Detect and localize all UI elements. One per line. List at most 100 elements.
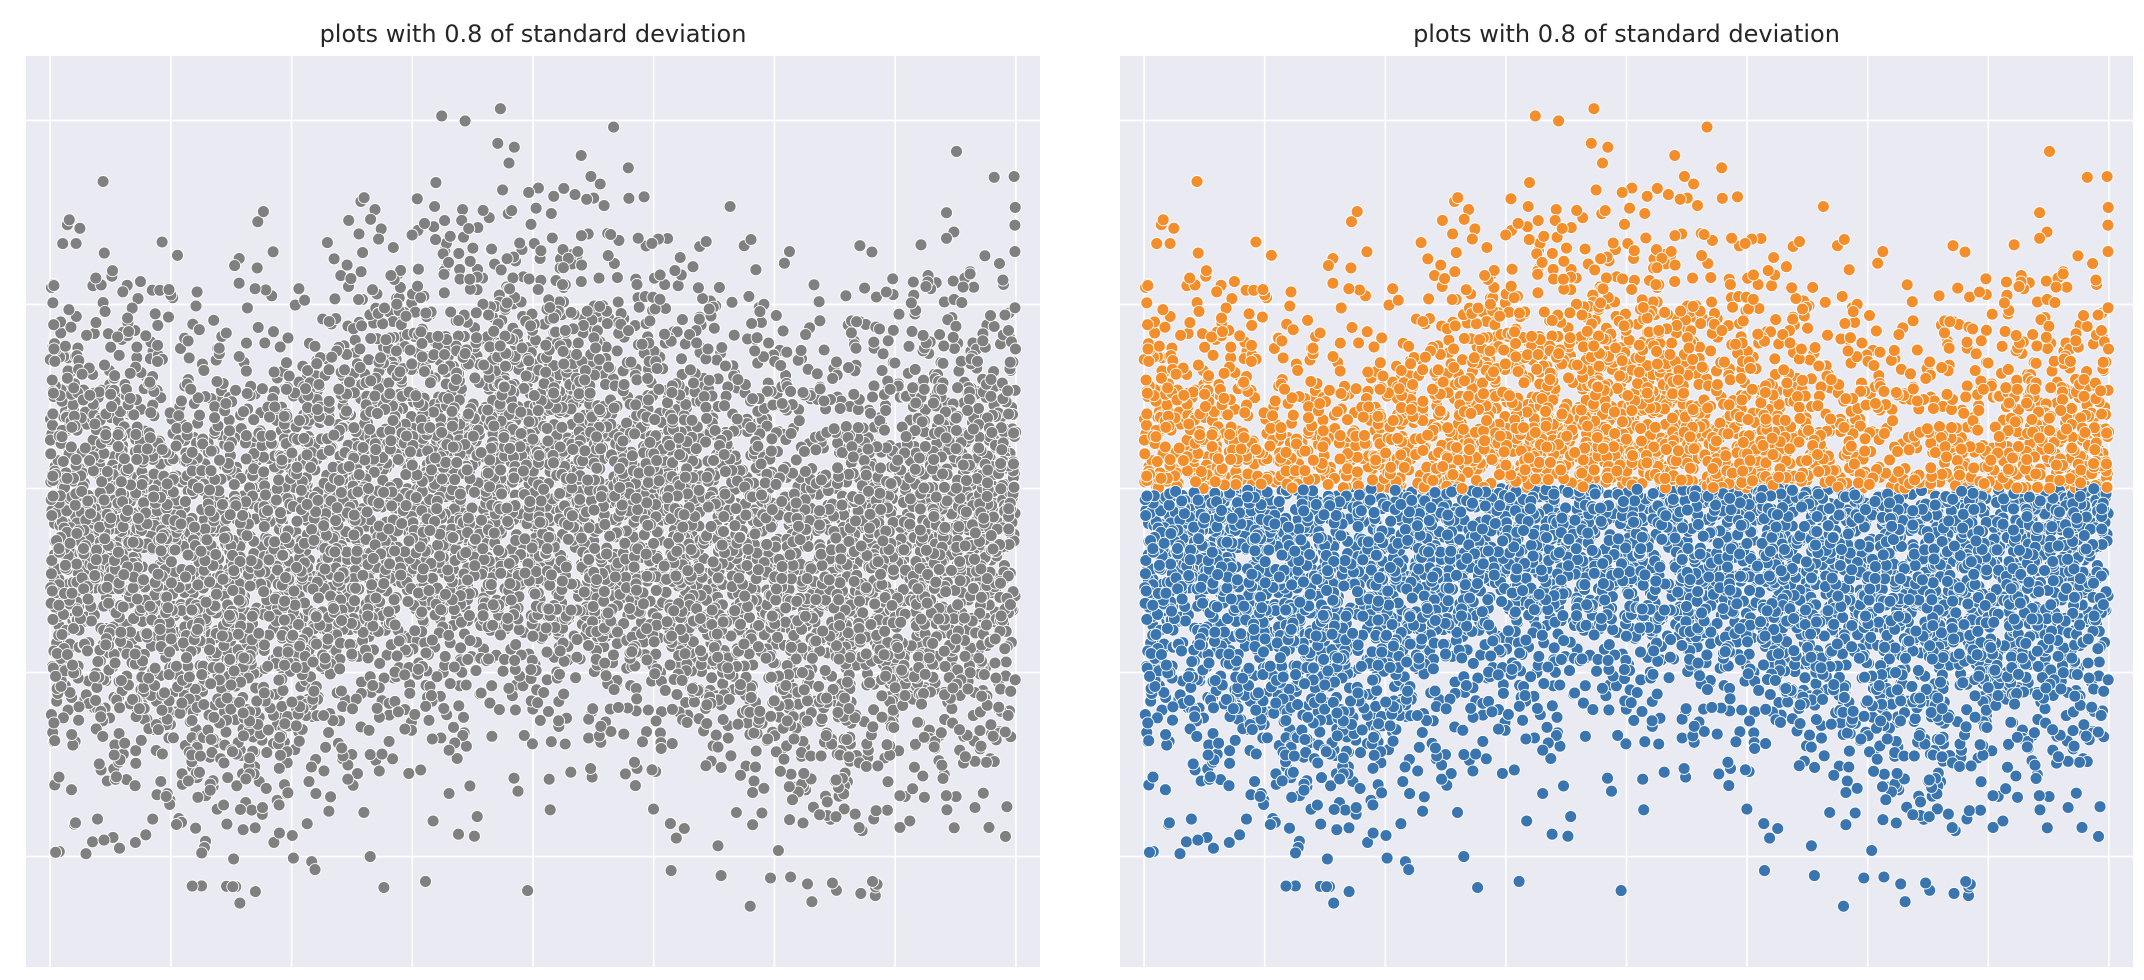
scatter-point <box>195 846 209 860</box>
scatter-point <box>232 350 246 363</box>
scatter-point <box>227 478 241 491</box>
scatter-point <box>601 249 615 263</box>
scatter-point <box>881 775 895 789</box>
scatter-point <box>151 338 165 352</box>
scatter-point <box>502 156 516 170</box>
scatter-point <box>911 715 925 729</box>
scatter-point <box>73 221 87 235</box>
scatter-point <box>251 215 265 229</box>
scatter-point <box>272 798 286 812</box>
scatter-point <box>227 852 241 866</box>
scatter-point <box>452 699 466 713</box>
scatter-point <box>984 309 997 323</box>
scatter-point <box>800 714 814 728</box>
scatter-point <box>817 394 831 408</box>
scatter-point <box>229 383 243 397</box>
scatter-point <box>128 836 142 849</box>
scatter-point <box>97 246 111 260</box>
scatter-point <box>366 679 380 692</box>
scatter-point <box>219 326 233 340</box>
scatter-point <box>744 233 758 246</box>
scatter-point <box>819 729 833 743</box>
scatter-point <box>452 827 465 841</box>
scatter-point <box>918 440 932 453</box>
scatter-point <box>907 760 921 774</box>
scatter-point <box>669 831 683 845</box>
scatter-point <box>212 341 226 355</box>
scatter-point <box>723 200 737 213</box>
scatter-point <box>673 251 687 264</box>
scatter-point <box>568 188 582 202</box>
scatter-point <box>880 803 894 817</box>
scatter-point <box>696 292 710 305</box>
scatter-point <box>645 763 659 777</box>
scatter-point <box>340 258 354 272</box>
scatter-point <box>607 120 621 134</box>
scatter-point <box>317 764 331 778</box>
scatter-point <box>664 864 678 878</box>
scatter-point <box>962 393 976 407</box>
scatter-point <box>906 275 920 289</box>
scatter-point <box>1000 800 1014 814</box>
scatter-point <box>382 734 396 748</box>
scatter-point <box>886 323 900 337</box>
scatter-point <box>357 805 371 819</box>
scatter-point <box>714 760 728 774</box>
scatter-point <box>401 595 415 608</box>
scatter-point <box>865 245 879 259</box>
scatter-point <box>46 407 60 421</box>
scatter-point <box>916 769 930 783</box>
scatter-point <box>45 373 59 387</box>
scatter-point <box>904 296 918 310</box>
scatter-point <box>437 286 451 300</box>
scatter-point <box>361 651 375 665</box>
scatter-point <box>908 362 922 376</box>
scatter-point <box>273 506 287 520</box>
scatter-point <box>917 790 931 804</box>
scatter-point <box>743 899 757 913</box>
scatter-point <box>792 414 806 428</box>
scatter-point <box>496 183 510 197</box>
scatter-point <box>582 639 595 652</box>
scatter-point <box>569 671 583 685</box>
scatter-point <box>386 241 400 254</box>
scatter-point <box>267 325 280 339</box>
scatter-point <box>742 289 756 303</box>
scatter-point <box>815 712 829 726</box>
right-chart-title: plots with 0.8 of standard deviation <box>1413 20 1840 48</box>
scatter-point <box>637 190 651 204</box>
scatter-point <box>129 756 143 770</box>
scatter-point <box>876 347 890 361</box>
scatter-point <box>154 775 168 788</box>
scatter-point <box>993 257 1006 270</box>
scatter-point <box>134 275 147 289</box>
scatter-point <box>799 328 813 342</box>
scatter-point <box>48 734 62 748</box>
scatter-point <box>982 820 996 834</box>
scatter-point <box>618 767 632 781</box>
scatter-point <box>49 845 63 859</box>
scatter-point <box>671 279 685 293</box>
scatter-point <box>940 231 953 245</box>
scatter-point <box>886 272 900 286</box>
scatter-point <box>999 655 1013 669</box>
scatter-point <box>953 723 966 737</box>
scatter-point <box>987 320 1001 333</box>
scatter-point <box>447 660 461 674</box>
scatter-point <box>879 285 893 299</box>
scatter-point <box>431 538 445 552</box>
scatter-point <box>240 301 254 315</box>
scatter-point <box>745 317 759 330</box>
scatter-point <box>494 263 508 277</box>
scatter-point <box>259 781 273 795</box>
scatter-point <box>233 896 247 910</box>
scatter-point <box>240 336 253 350</box>
scatter-point <box>820 795 834 809</box>
scatter-point <box>468 371 482 385</box>
scatter-point <box>62 303 76 317</box>
scatter-point <box>839 420 853 434</box>
scatter-point <box>699 759 713 773</box>
scatter-point <box>285 829 299 842</box>
scatter-point <box>632 300 646 314</box>
scatter-point <box>65 728 79 741</box>
